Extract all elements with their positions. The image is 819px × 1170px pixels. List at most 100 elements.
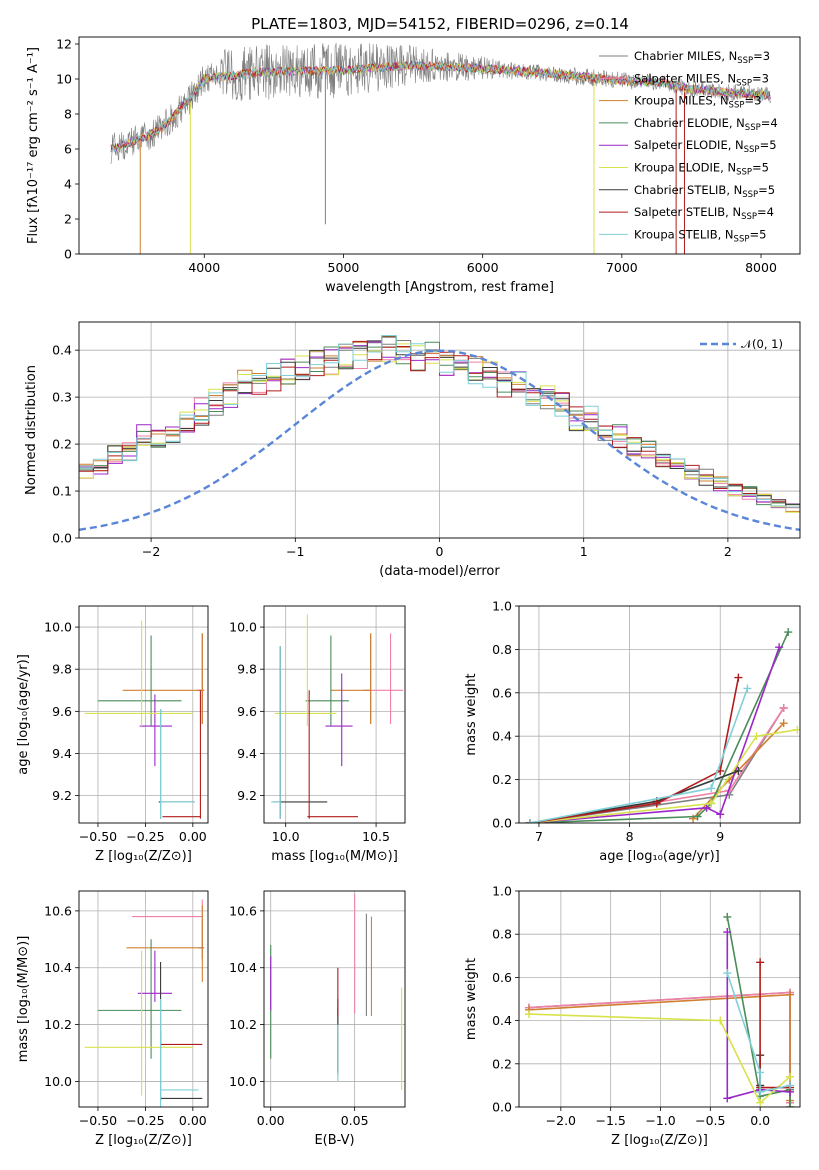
weight_vs_age-point-marker bbox=[525, 819, 534, 823]
age_vs_mass-ytick-label: 9.6 bbox=[237, 704, 257, 719]
weight_vs_Z-point-marker bbox=[786, 990, 795, 999]
spectrum-frame bbox=[78, 36, 801, 255]
spectrum-ytick-label: 12 bbox=[56, 37, 72, 52]
weight_vs_age-point-marker bbox=[734, 673, 743, 682]
residual-histogram bbox=[79, 336, 800, 511]
weight_vs_Z-point-marker bbox=[756, 1098, 765, 1107]
weight_vs_Z-xtick-label: −2.0 bbox=[546, 1113, 576, 1128]
age_vs_Z-ytick-label: 10.0 bbox=[44, 620, 72, 635]
spectrum-xlabel: wavelength [Angstrom, rest frame] bbox=[325, 280, 554, 295]
residuals-panel: −2 −1 0 1 2 0.0 0.1 0.2 0.3 0.4 (data-model)/error… bbox=[24, 321, 801, 579]
residual-histogram bbox=[79, 335, 800, 518]
weight_vs_Z-point-marker bbox=[723, 912, 732, 921]
residual-histogram bbox=[79, 335, 800, 516]
mass_vs_ebv-frame bbox=[263, 890, 406, 1108]
weight_vs_Z-point-marker bbox=[756, 958, 765, 967]
weight_vs_Z-xtick-label: −1.0 bbox=[645, 1113, 675, 1128]
age_vs_Z-frame bbox=[78, 605, 209, 824]
spectrum-legend-label: Salpeter ELODIE, NSSP=5 bbox=[634, 138, 777, 155]
weight_vs_age-point-marker bbox=[743, 684, 752, 693]
spectrum-xtick-label: 6000 bbox=[467, 260, 499, 275]
weight_vs_age-point-marker bbox=[779, 719, 788, 728]
mass_vs_Z-ytick-label: 10.0 bbox=[44, 1074, 72, 1089]
age_vs_mass-ytick-label: 9.8 bbox=[237, 662, 257, 677]
spectrum-ytick-label: 10 bbox=[56, 72, 72, 87]
weight_vs_Z-ytick-label: 0.4 bbox=[492, 1013, 512, 1028]
weight_vs_age-frame bbox=[518, 605, 801, 824]
weight_vs_Z-panel: −2.0 −1.5 −1.0 −0.5 0.0 0.0 0.2 0.4 0.6 0.8 1.0 Z [… bbox=[464, 884, 801, 1148]
weight_vs_age-ytick-label: 0.2 bbox=[492, 772, 512, 787]
weight_vs_Z-xtick-label: −0.5 bbox=[695, 1113, 725, 1128]
weight_vs_age-xtick-label: 7 bbox=[535, 829, 543, 844]
age_vs_mass-plot-area bbox=[264, 606, 405, 823]
mass_vs_ebv-plot-area bbox=[264, 891, 405, 1107]
weight_vs_age-ytick-label: 0.6 bbox=[492, 685, 512, 700]
mass_vs_Z-ylabel: mass [log₁₀(M/M⊙)] bbox=[16, 936, 31, 1063]
age_vs_mass-xlabel: mass [log₁₀(M/M⊙)] bbox=[271, 849, 398, 864]
spectrum-ytick-label: 4 bbox=[64, 177, 72, 192]
weight_vs_age-point-marker bbox=[716, 810, 725, 819]
weight_vs_Z-point-marker bbox=[786, 1103, 795, 1107]
residuals-ytick-label: 0.3 bbox=[52, 390, 72, 405]
weight_vs_age-point-marker bbox=[702, 803, 711, 812]
weight_vs_Z-series-line bbox=[759, 962, 790, 1089]
age_vs_Z-xlabel: Z [log₁₀(Z/Z⊙)] bbox=[95, 849, 192, 864]
age_vs_mass-ytick-label: 9.4 bbox=[237, 746, 257, 761]
weight_vs_Z-point-marker bbox=[723, 1094, 732, 1103]
weight_vs_Z-ytick-label: 0.0 bbox=[492, 1100, 512, 1115]
mass_vs_Z-frame bbox=[78, 890, 209, 1108]
weight_vs_age-ylabel: mass weight bbox=[464, 673, 479, 755]
weight_vs_Z-series-line bbox=[528, 1013, 791, 1104]
age_vs_mass-ytick-label: 10.0 bbox=[229, 620, 257, 635]
residuals-frame bbox=[78, 321, 801, 539]
age_vs_Z-ytick-label: 9.6 bbox=[52, 704, 72, 719]
weight_vs_age-point-marker bbox=[779, 703, 788, 712]
spectrum-legend-label: Kroupa MILES, NSSP=3 bbox=[634, 94, 761, 111]
spectrum-legend-label: Kroupa ELODIE, NSSP=5 bbox=[634, 161, 769, 178]
mass_vs_ebv-xlabel: E(B-V) bbox=[314, 1133, 354, 1148]
spectrum-xtick-label: 5000 bbox=[328, 260, 360, 275]
weight_vs_Z-point-marker bbox=[723, 969, 732, 978]
weight_vs_Z-point-marker bbox=[723, 928, 732, 937]
weight_vs_age-series-line bbox=[529, 677, 740, 823]
residuals-ytick-label: 0.0 bbox=[52, 531, 72, 546]
mass_vs_ebv-panel: 0.00 0.05 10.0 10.2 10.4 10.6 E(B-V) bbox=[229, 890, 406, 1148]
spectrum-xtick-label: 8000 bbox=[745, 260, 777, 275]
weight_vs_Z-point-marker bbox=[756, 1087, 765, 1096]
age_vs_Z-ylabel: age [log₁₀(age/yr)] bbox=[16, 654, 31, 775]
residuals-xtick-label: −1 bbox=[286, 544, 304, 559]
age_vs_mass-xtick-label: 10.5 bbox=[362, 829, 390, 844]
weight_vs_age-ytick-label: 0.4 bbox=[492, 729, 512, 744]
figure-title: PLATE=1803, MJD=54152, FIBERID=0296, z=0… bbox=[251, 15, 629, 33]
mass_vs_Z-xtick-label: −0.25 bbox=[126, 1113, 164, 1128]
age_vs_Z-xtick-label: −0.25 bbox=[126, 829, 164, 844]
weight_vs_age-point-marker bbox=[775, 643, 784, 652]
age_vs_Z-xtick-label: −0.50 bbox=[79, 829, 117, 844]
spectrum-ytick-label: 8 bbox=[64, 107, 72, 122]
spectrum-xtick-label: 4000 bbox=[188, 260, 220, 275]
residual-histogram bbox=[79, 351, 800, 512]
weight_vs_Z-xtick-label: 0.0 bbox=[750, 1113, 770, 1128]
age_vs_Z-panel: −0.50 −0.25 0.00 9.2 9.4 9.6 9.8 10.0 Z [log₁₀(Z… bbox=[16, 605, 209, 864]
spectrum-plot-area bbox=[110, 42, 771, 254]
weight_vs_Z-ytick-label: 0.6 bbox=[492, 970, 512, 985]
age_vs_mass-panel: 10.0 10.5 9.2 9.4 9.6 9.8 10.0 mass [log₁₀(M/M⊙… bbox=[229, 605, 406, 864]
age_vs_Z-ytick-label: 9.4 bbox=[52, 746, 72, 761]
residual-histogram bbox=[79, 340, 800, 513]
weight_vs_age-xtick-label: 9 bbox=[716, 829, 724, 844]
weight_vs_Z-series-line bbox=[726, 916, 791, 1107]
weight_vs_Z-plot-area bbox=[519, 891, 800, 1107]
weight_vs_age-ytick-label: 0.8 bbox=[492, 642, 512, 657]
mass_vs_Z-ytick-label: 10.2 bbox=[44, 1017, 72, 1032]
residuals-plot-area bbox=[79, 322, 800, 538]
residuals-xtick-label: 0 bbox=[436, 544, 444, 559]
weight_vs_age-xtick-label: 8 bbox=[626, 829, 634, 844]
residual-histogram bbox=[79, 340, 800, 517]
mass_vs_Z-xtick-label: 0.00 bbox=[179, 1113, 207, 1128]
residuals-xtick-label: 2 bbox=[724, 544, 732, 559]
mass_vs_ebv-xtick-label: 0.05 bbox=[341, 1113, 369, 1128]
spectrum-legend-label: Kroupa STELIB, NSSP=5 bbox=[634, 227, 766, 244]
residuals-xtick-label: 1 bbox=[580, 544, 588, 559]
mass_vs_Z-xlabel: Z [log₁₀(Z/Z⊙)] bbox=[95, 1133, 192, 1148]
weight_vs_age-series-line bbox=[529, 631, 789, 823]
